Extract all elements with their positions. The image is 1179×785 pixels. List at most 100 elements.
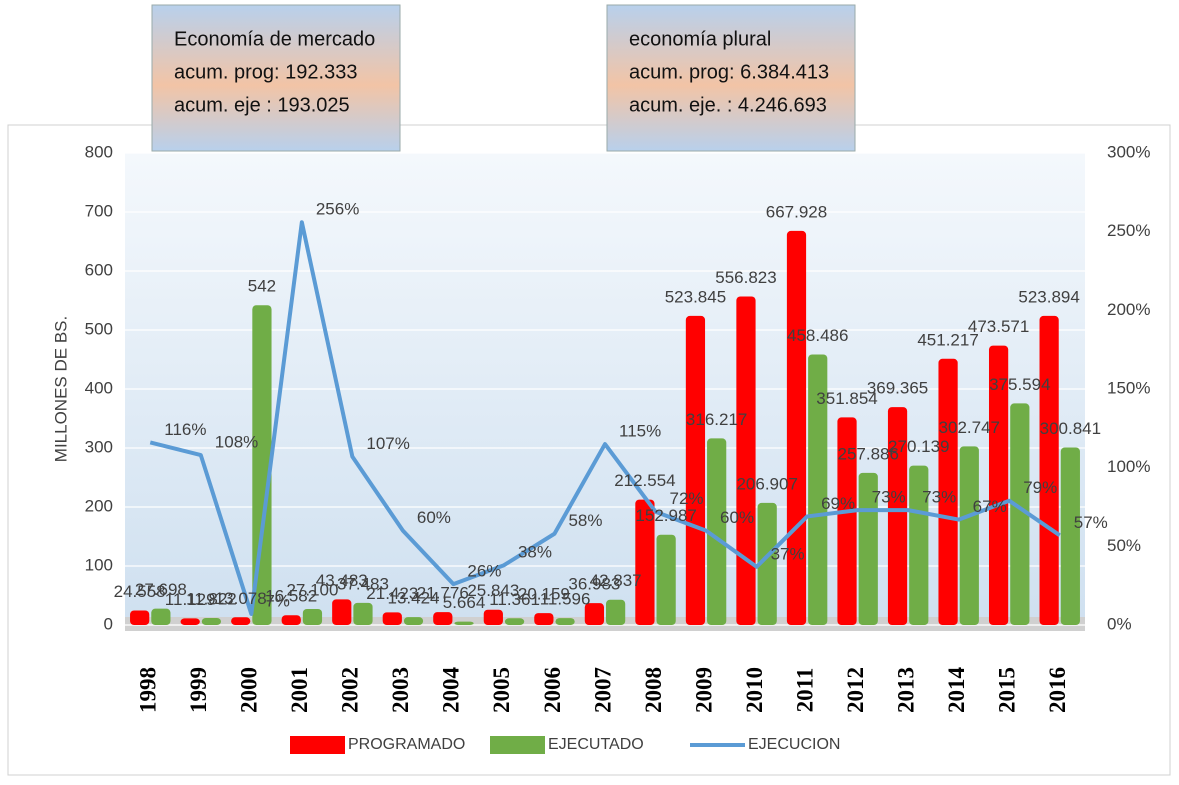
line-label: 58% <box>568 511 602 530</box>
bar-label: 523.894 <box>1018 287 1079 306</box>
annotation: acum. prog: 6.384.413 <box>629 61 829 83</box>
line <box>149 220 1061 616</box>
line-label: 37% <box>771 544 805 563</box>
x-tick-label: 2003 <box>388 667 413 713</box>
line-label: 115% <box>619 422 661 441</box>
x-tick-label: 1998 <box>136 667 161 713</box>
bar <box>483 609 503 625</box>
bar <box>909 465 929 625</box>
line-label: 57% <box>1074 513 1108 532</box>
bar-label: 556.823 <box>715 268 776 287</box>
bar <box>555 618 575 625</box>
bar-label: 16.582 <box>265 587 317 606</box>
line-label: 7% <box>265 591 290 610</box>
x-tick-label: 2016 <box>1045 667 1070 713</box>
bar <box>433 612 453 625</box>
legend-label: EJECUTADO <box>548 736 644 753</box>
y-tick-label: 100 <box>85 555 113 574</box>
x-tick-label: 2014 <box>944 667 969 714</box>
bar-label: 11.361 <box>489 590 540 609</box>
bar-label: 473.571 <box>968 317 1029 336</box>
bar <box>130 610 150 625</box>
bar-label: 212.554 <box>614 471 675 490</box>
y-tick-label: 600 <box>85 260 113 279</box>
legend-label: PROGRAMADO <box>348 736 465 753</box>
annotation-box <box>606 4 856 152</box>
line-label: 60% <box>720 508 754 527</box>
y-tick-label: 500 <box>85 319 113 338</box>
x-tick-label: 2013 <box>893 667 918 713</box>
bar <box>707 438 727 625</box>
annotation: acum. eje : 193.025 <box>174 94 350 116</box>
bar <box>403 617 424 625</box>
bar-label: 316.217 <box>686 410 747 429</box>
y-tick-label: 300 <box>85 437 113 456</box>
bar <box>808 354 828 625</box>
bar <box>837 417 857 625</box>
bar-label: 206.907 <box>736 474 797 493</box>
bar-label: 369.365 <box>867 379 928 398</box>
line-label: 26% <box>467 562 501 581</box>
line-label: 79% <box>1023 478 1057 497</box>
annotation: acum. eje. : 4.246.693 <box>629 94 827 116</box>
x-tick-label: 1999 <box>186 667 211 713</box>
bar <box>231 617 251 625</box>
legend-swatch <box>290 736 345 754</box>
x-tick-label: 2000 <box>237 667 262 713</box>
y2-tick-label: 300% <box>1107 142 1150 161</box>
bar <box>252 305 272 625</box>
line-label: 108% <box>215 433 258 452</box>
x-tick-label: 2009 <box>691 667 716 713</box>
bar <box>959 446 979 625</box>
bar-label: 43.483 <box>316 571 368 590</box>
bar-label: 5.664 <box>443 593 486 612</box>
bar-label: 302.747 <box>939 418 1000 437</box>
bar <box>887 407 908 625</box>
bar-label: 27.698 <box>135 580 187 599</box>
bar-label: 257.886 <box>838 444 899 463</box>
bar-label: 21.776 <box>417 584 469 603</box>
line-label: 73% <box>872 488 906 507</box>
bar <box>332 599 352 625</box>
bar-label: 25.843 <box>467 581 519 600</box>
bar-label: 24.558 <box>114 582 166 601</box>
bar <box>584 603 604 625</box>
bar-label: 13.078 <box>215 589 267 608</box>
line-label: 73% <box>922 488 956 507</box>
bar-label: 375.594 <box>989 375 1050 394</box>
bar <box>151 608 171 625</box>
y2-tick-label: 0% <box>1107 614 1132 633</box>
y-tick-label: 400 <box>85 378 113 397</box>
y-axis-title: MILLONES DE BS. <box>51 316 70 462</box>
bar <box>1010 403 1030 625</box>
annotation: acum. prog: 192.333 <box>174 61 357 83</box>
bar-label: 37.483 <box>337 574 389 593</box>
bar <box>736 296 756 625</box>
y2-tick-label: 100% <box>1107 457 1150 476</box>
bar <box>606 599 626 625</box>
y2-tick-label: 250% <box>1107 221 1150 240</box>
bar-label: 11.596 <box>540 590 591 609</box>
bar <box>757 502 777 625</box>
line-label: 38% <box>518 543 552 562</box>
bar <box>454 621 474 625</box>
x-tick-label: 2005 <box>489 667 514 713</box>
line-label: 72% <box>670 489 704 508</box>
x-tick-label: 2006 <box>540 667 565 713</box>
bar <box>281 615 301 625</box>
bar-label: 13.424 <box>388 589 440 608</box>
bar <box>504 618 525 625</box>
y-tick-label: 0 <box>104 614 113 633</box>
annotation: Economía de mercado <box>174 28 375 50</box>
bar <box>988 345 1009 625</box>
bar <box>180 618 200 625</box>
legend-swatch <box>490 736 545 754</box>
x-tick-label: 2001 <box>287 667 312 713</box>
x-tick-label: 2008 <box>641 667 666 713</box>
bar <box>938 358 958 625</box>
bar-label: 36.983 <box>568 575 620 594</box>
bar-label: 27.100 <box>286 580 338 599</box>
annotation: economía plural <box>629 28 771 50</box>
x-tick-label: 2004 <box>439 667 464 714</box>
